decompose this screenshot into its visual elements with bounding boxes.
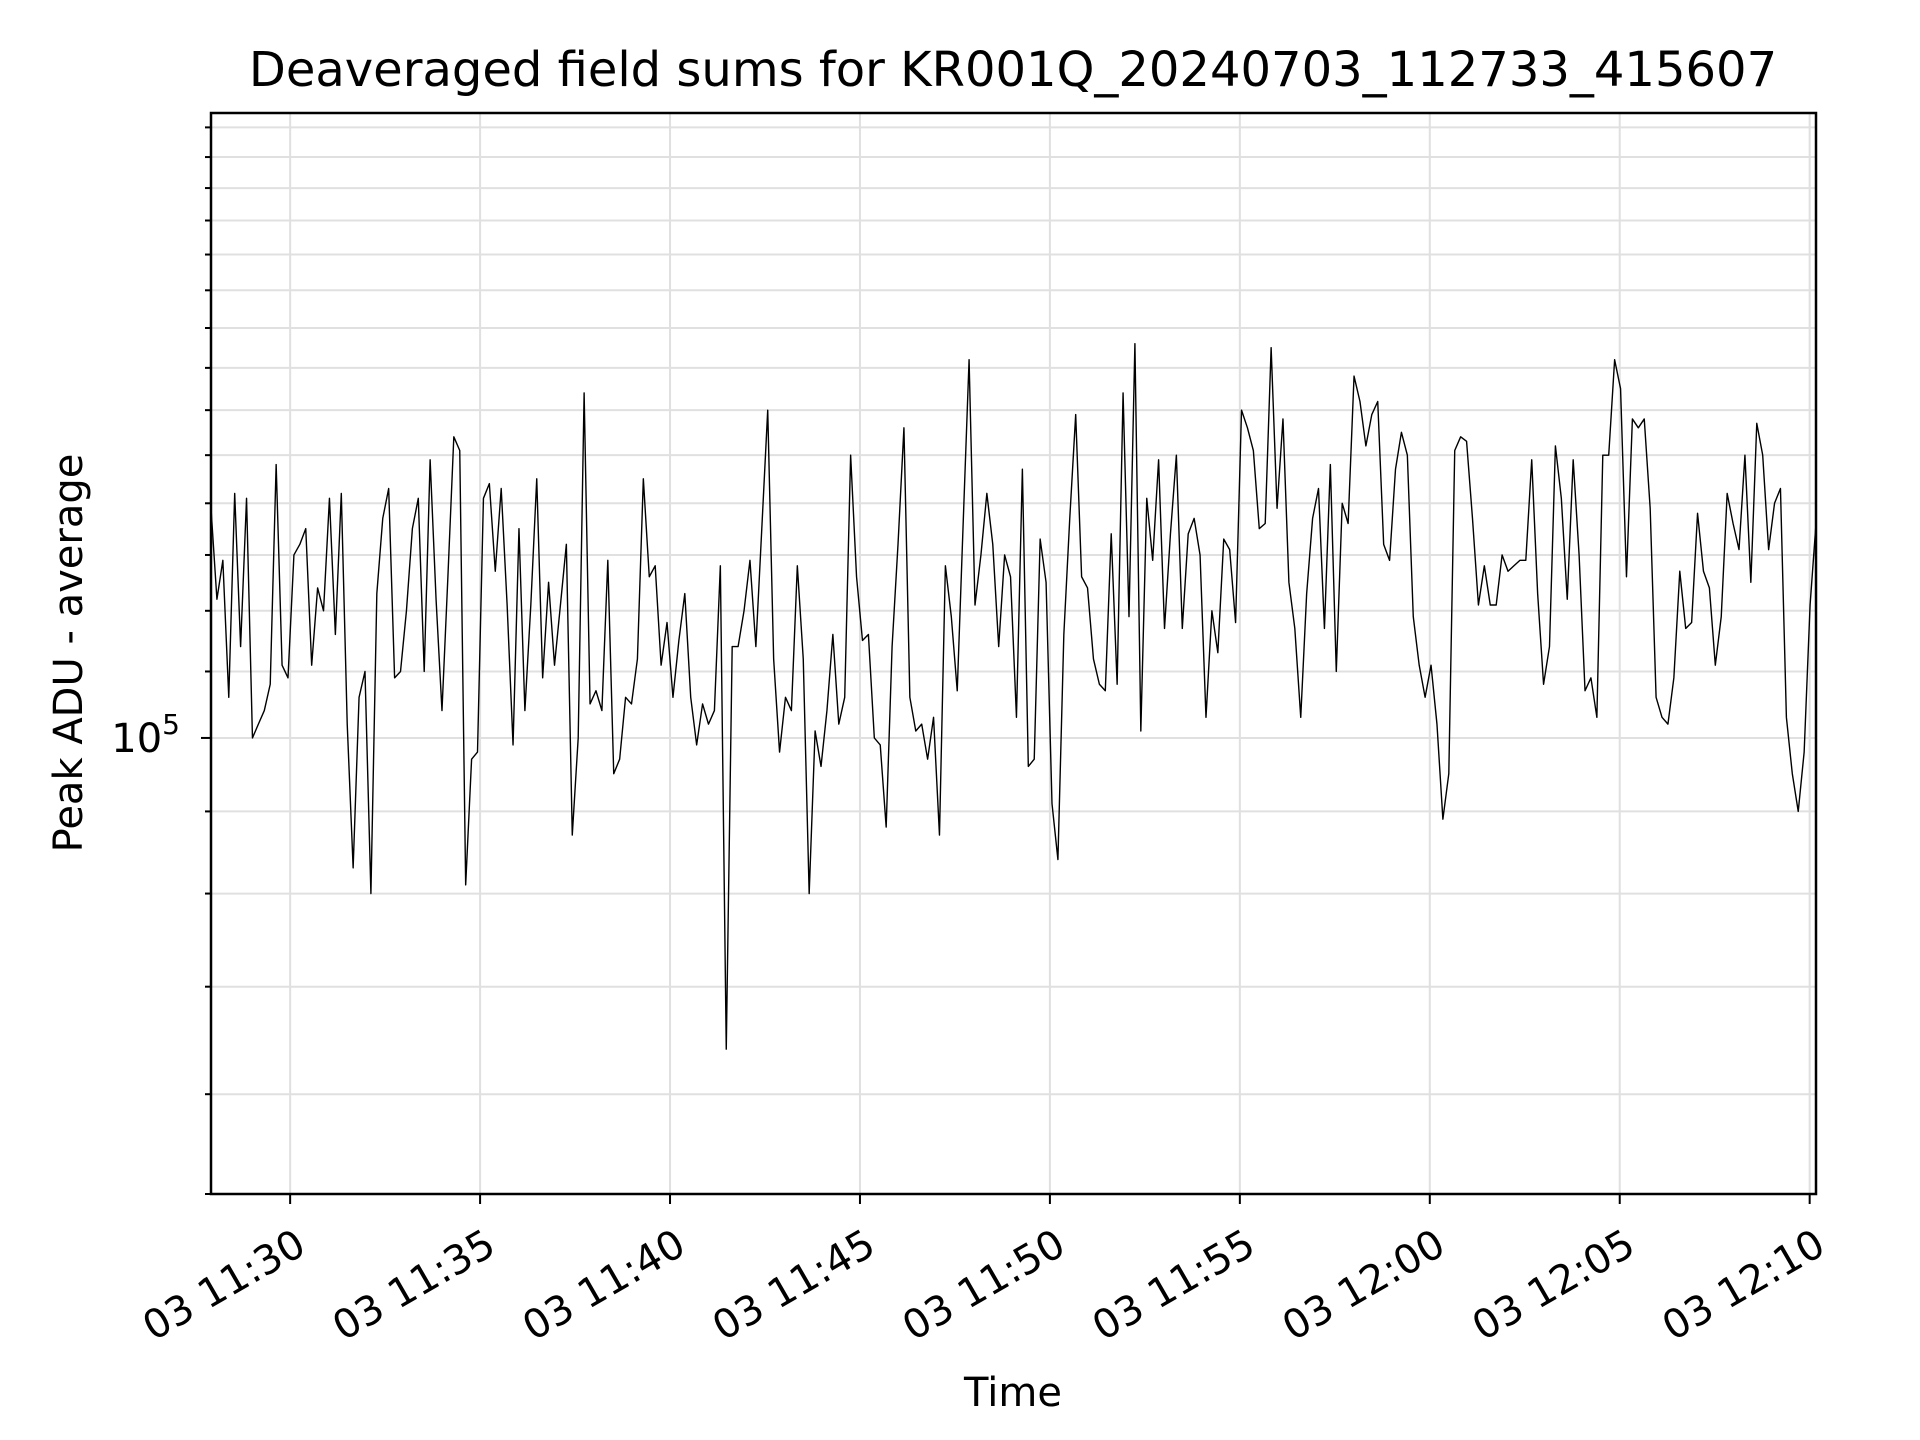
y-axis-label: Peak ADU - average: [46, 454, 92, 853]
series-layer: [211, 342, 1816, 1050]
plot-frame: [209, 111, 1818, 1196]
y-tick-base: 10: [111, 716, 162, 762]
series-line: [211, 342, 1816, 1050]
chart-title: Deaveraged field sums for KR001Q_2024070…: [249, 42, 1777, 98]
x-axis-label: Time: [963, 1370, 1062, 1416]
y-tick-label: 105: [111, 708, 180, 762]
y-tick-exponent: 5: [162, 708, 180, 741]
